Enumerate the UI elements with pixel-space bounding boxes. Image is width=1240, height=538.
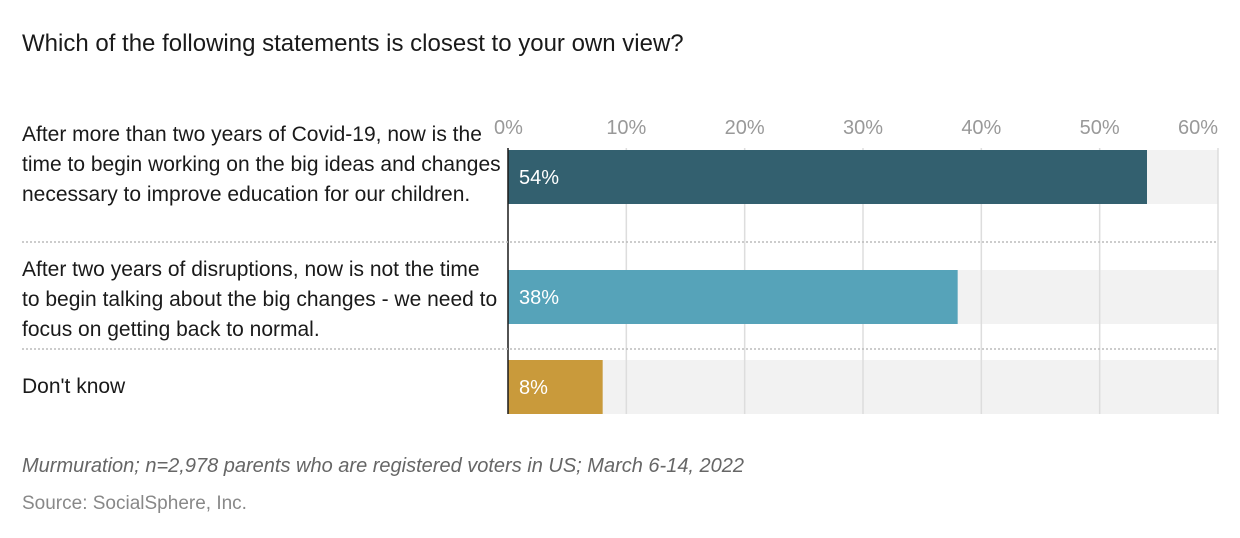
category-label: After more than two years of Covid-19, n… bbox=[22, 123, 501, 206]
chart-source: Source: SocialSphere, Inc. bbox=[22, 493, 247, 514]
data-label: 38% bbox=[519, 287, 559, 309]
data-label: 54% bbox=[519, 167, 559, 189]
x-tick-label: 60% bbox=[1178, 117, 1218, 139]
category-label: Don't know bbox=[22, 375, 126, 398]
x-tick-label: 20% bbox=[725, 117, 765, 139]
x-tick-label: 30% bbox=[843, 117, 883, 139]
data-label: 8% bbox=[519, 377, 548, 399]
bar bbox=[508, 360, 603, 414]
x-tick-label: 50% bbox=[1080, 117, 1120, 139]
bar bbox=[508, 150, 1147, 204]
chart-title: Which of the following statements is clo… bbox=[22, 30, 684, 57]
x-tick-label: 0% bbox=[494, 117, 523, 139]
bar bbox=[508, 270, 958, 324]
x-tick-label: 40% bbox=[961, 117, 1001, 139]
chart-note: Murmuration; n=2,978 parents who are reg… bbox=[22, 455, 745, 477]
bar-chart: 0% 10% 20% 30% 40% 50% 60% 54% 38% 8% bbox=[22, 117, 1219, 414]
category-label: After two years of disruptions, now is n… bbox=[22, 258, 498, 341]
x-tick-label: 10% bbox=[606, 117, 646, 139]
